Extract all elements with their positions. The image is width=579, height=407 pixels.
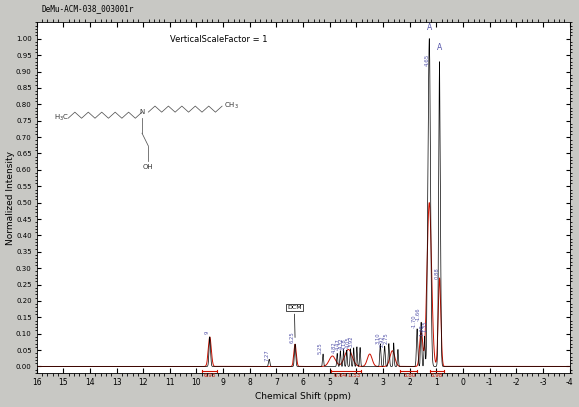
Text: A: A bbox=[437, 43, 442, 52]
Text: 7.27: 7.27 bbox=[264, 349, 269, 361]
Text: 9: 9 bbox=[205, 330, 210, 334]
Text: 3.10: 3.10 bbox=[375, 333, 380, 344]
Text: 4.18: 4.18 bbox=[342, 338, 347, 350]
Text: 4.32: 4.32 bbox=[339, 337, 343, 349]
Text: 5.25: 5.25 bbox=[318, 343, 323, 354]
Text: -1.70: -1.70 bbox=[412, 315, 417, 328]
X-axis label: Chemical Shift (ppm): Chemical Shift (ppm) bbox=[255, 392, 351, 401]
Text: DCM: DCM bbox=[287, 305, 302, 337]
Text: 2.75: 2.75 bbox=[384, 332, 389, 344]
Text: 6.25: 6.25 bbox=[290, 331, 295, 343]
Y-axis label: Normalized Intensity: Normalized Intensity bbox=[6, 151, 14, 245]
Text: -1.66: -1.66 bbox=[416, 307, 421, 321]
Text: VerticalScaleFactor = 1: VerticalScaleFactor = 1 bbox=[170, 35, 267, 44]
Text: 4.05: 4.05 bbox=[346, 337, 350, 348]
Text: 2.92: 2.92 bbox=[380, 335, 384, 347]
Text: A: A bbox=[427, 23, 432, 32]
Text: 5.80: 5.80 bbox=[404, 373, 416, 378]
Text: 4.82: 4.82 bbox=[332, 341, 337, 353]
Text: 1.48: 1.48 bbox=[420, 324, 424, 336]
Text: 0.64 1.53: 0.64 1.53 bbox=[334, 373, 360, 378]
Text: 6.93: 6.93 bbox=[204, 373, 216, 378]
Text: 4.65: 4.65 bbox=[424, 54, 429, 66]
Text: 1.35: 1.35 bbox=[423, 321, 427, 332]
Text: DeMu-ACM-038_003001r: DeMu-ACM-038_003001r bbox=[42, 4, 134, 13]
Text: 5.98: 5.98 bbox=[430, 373, 442, 378]
Text: 3.92: 3.92 bbox=[349, 335, 354, 347]
Text: 0.88: 0.88 bbox=[435, 267, 439, 279]
Text: 4.47: 4.47 bbox=[335, 338, 340, 350]
